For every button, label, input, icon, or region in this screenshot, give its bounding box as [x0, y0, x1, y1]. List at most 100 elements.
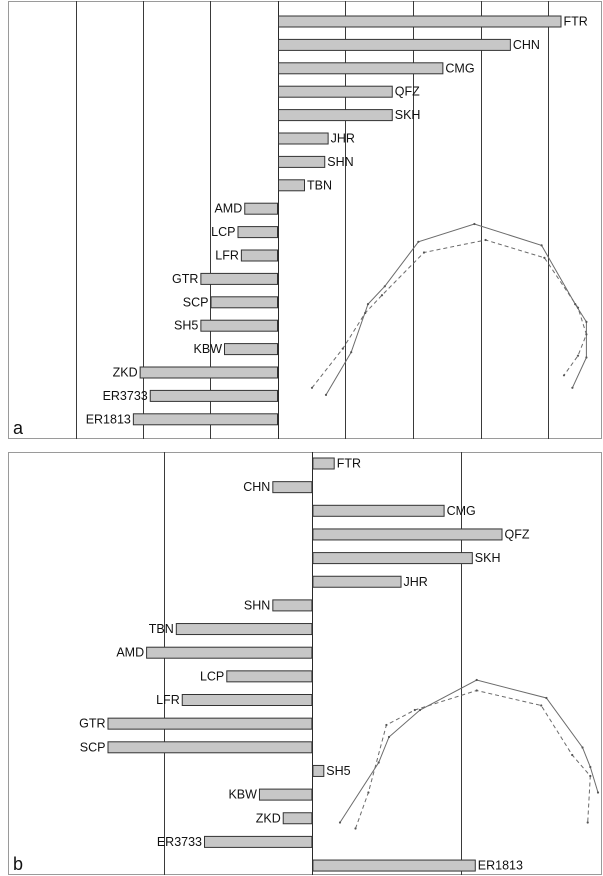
panel-b-inset-point — [581, 746, 584, 749]
panel-b-bar-scp — [107, 741, 313, 754]
panel-a-bar-zkd — [139, 366, 278, 379]
panel-b-bar-label-er3733: ER3733 — [157, 835, 202, 849]
panel-a-inset-point — [417, 240, 420, 243]
panel-a-bar-lfr — [240, 249, 278, 262]
panel-b-inset-point — [413, 708, 416, 712]
panel-b-bar-label-cmg: CMG — [447, 504, 476, 518]
panel-a-inset-point — [585, 356, 588, 359]
panel-a-inset-point — [585, 333, 588, 336]
panel-a-bar-label-ftr: FTR — [564, 15, 588, 29]
panel-b-bar-tbn — [175, 623, 313, 636]
panel-a-inset-point — [576, 306, 580, 309]
panel-a-bar-label-shn: SHN — [327, 155, 353, 169]
panel-b-bar-label-jhr: JHR — [404, 575, 428, 589]
panel-a-bar-label-sh5: SH5 — [174, 319, 198, 333]
panel-a-inset-point — [380, 294, 384, 297]
panel-b-inset-point — [540, 704, 543, 707]
panel-a-bar-lcp — [237, 226, 278, 239]
panel-a-inset-point — [366, 303, 370, 306]
panel-b: FTR CHN CMG QFZ SKH JHR SHN TBN AMD LCP LFR GTR SCP S… — [8, 452, 602, 875]
panel-b-frame — [8, 452, 602, 875]
panel-b-bar-label-tbn: TBN — [149, 622, 174, 636]
panel-a-inset-point — [574, 303, 577, 306]
panel-a-bar-tbn — [278, 179, 305, 192]
panel-b-inset-point — [586, 821, 589, 824]
panel-a-inset-point — [585, 320, 588, 323]
panel-a-bar-chn — [278, 38, 511, 51]
panel-a: FTR CHN CMG QFZ SKH JHR SHN TBN AMD LCP LFR GTR SCP S… — [8, 1, 602, 439]
panel-a-bar-shn — [278, 155, 326, 168]
panel-a-bar-label-gtr: GTR — [172, 272, 198, 286]
panel-b-inset-point — [338, 821, 342, 824]
panel-a-inset-point — [324, 393, 328, 396]
panel-b-bar-zkd — [282, 812, 313, 825]
panel-a-bar-label-qfz: QFZ — [395, 85, 420, 99]
panel-b-bar-sh5 — [312, 764, 325, 777]
panel-a-inset-point — [341, 347, 344, 350]
panel-b-bar-label-er1813: ER1813 — [478, 859, 523, 873]
panel-b-bar-label-lcp: LCP — [200, 669, 224, 683]
panel-b-inset-point — [589, 774, 592, 778]
panel-a-inset-point — [350, 351, 353, 354]
panel-b-bar-chn — [272, 481, 313, 494]
panel-b-bar-label-skh: SKH — [475, 551, 501, 565]
panel-b-inset-point — [367, 791, 370, 794]
panel-a-inset-point — [484, 238, 487, 242]
panel-b-bar-label-shn: SHN — [244, 598, 270, 612]
panel-b-bar-label-gtr: GTR — [79, 717, 105, 731]
panel-a-inset-point — [310, 386, 314, 389]
panel-a-bar-gtr — [200, 272, 278, 285]
panel-b-inset-point — [589, 765, 592, 769]
panel-b-bar-cmg — [312, 504, 445, 517]
panel-b-letter: b — [13, 854, 23, 874]
panel-b-bar-lfr — [181, 694, 313, 706]
panel-a-inset-outline — [310, 222, 588, 396]
panel-b-inset-point — [545, 696, 548, 700]
panel-b-bar-lcp — [226, 670, 313, 683]
panel-a-bar-sh5 — [200, 319, 278, 332]
panel-b-bar-label-kbw: KBW — [228, 788, 257, 802]
panel-b-inset-point — [354, 827, 357, 830]
panel-b-bar-amd — [146, 646, 313, 659]
panel-a-bar-label-zkd: ZKD — [113, 366, 138, 380]
panel-b-inset-point — [571, 753, 574, 757]
panel-a-bar-scp — [210, 296, 278, 309]
panel-b-bar-gtr — [107, 717, 313, 730]
panel-a-bar-amd — [244, 202, 278, 215]
panel-b-bar-kbw — [258, 788, 313, 801]
panel-a-frame — [8, 1, 602, 439]
panel-a-bar-label-chn: CHN — [513, 38, 540, 52]
panel-a-inset-point — [383, 285, 386, 288]
panel-a-inset-point — [364, 311, 367, 315]
panel-a-bar-label-skh: SKH — [395, 108, 421, 122]
panel-a-bar-er3733 — [149, 389, 278, 402]
panel-b-bar-shn — [272, 599, 313, 612]
panel-a-bar-cmg — [278, 62, 444, 75]
panel-b-inset-point — [596, 791, 600, 794]
panel-a-bar-er1813 — [132, 413, 278, 426]
panel-b-inset-point — [387, 735, 391, 739]
panel-a-bar-label-lfr: LFR — [215, 249, 239, 263]
panel-b-inset-outline — [338, 678, 600, 830]
panel-a-bar-label-amd: AMD — [214, 202, 242, 216]
panel-a-inset-point — [540, 244, 543, 247]
panel-b-inset-point — [377, 761, 380, 764]
panel-a-bar-label-jhr: JHR — [331, 132, 355, 146]
panel-a-letter: a — [13, 418, 24, 438]
panel-b-bar-ftr — [312, 457, 335, 470]
panel-b-bar-qfz — [312, 528, 503, 541]
panel-b-inset-point — [475, 689, 478, 692]
panel-a-inset-point — [543, 256, 546, 259]
panel-b-bar-label-lfr: LFR — [156, 693, 180, 707]
panel-a-bar-jhr — [278, 132, 329, 145]
panel-b-bar-er3733 — [204, 835, 313, 848]
panel-a-bar-skh — [278, 109, 393, 122]
panel-a-bar-label-lcp: LCP — [211, 225, 235, 239]
panel-a-bar-kbw — [224, 343, 278, 356]
panel-b-inset-point — [385, 723, 388, 727]
panel-b-bar-label-amd: AMD — [116, 646, 144, 660]
panel-b-bar-label-scp: SCP — [80, 740, 106, 754]
panel-a-bar-label-er3733: ER3733 — [103, 389, 148, 403]
panel-a-inset-point — [562, 374, 566, 377]
